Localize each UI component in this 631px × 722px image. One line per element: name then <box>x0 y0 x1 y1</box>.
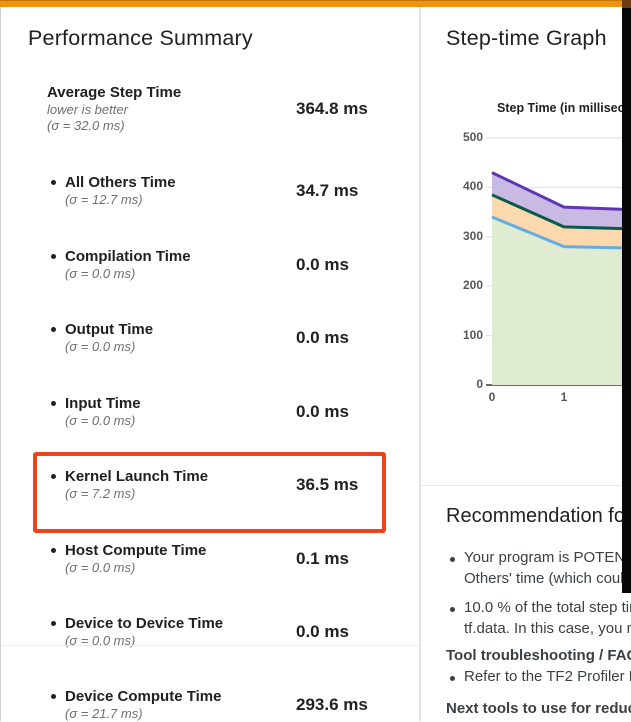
metric-row-kernel-launch: Kernel Launch Time (σ = 7.2 ms) <box>51 468 208 502</box>
y-axis-tick-label: 400 <box>462 179 483 194</box>
metric-value: 0.0 ms <box>296 622 349 641</box>
bullet-icon <box>51 621 56 626</box>
metric-label: All Others Time <box>65 174 176 191</box>
metric-label: Device Compute Time <box>65 688 222 705</box>
series-line-lower-band <box>491 215 631 250</box>
bullet-icon <box>51 401 56 406</box>
metric-label: Compilation Time <box>65 248 191 265</box>
metric-row-all-others: All Others Time (σ = 12.7 ms) <box>51 174 176 208</box>
metric-value: 0.0 ms <box>296 255 349 274</box>
step-time-graph-title: Step-time Graph <box>446 26 607 50</box>
metric-label: Kernel Launch Time <box>65 468 209 485</box>
metric-row-device-to-device: Device to Device Time (σ = 0.0 ms) <box>51 615 223 649</box>
metric-label: Device to Device Time <box>65 615 224 632</box>
performance-summary-title: Performance Summary <box>28 26 253 50</box>
step-time-chart[interactable] <box>486 137 631 386</box>
y-axis-tick-label: 200 <box>462 278 483 293</box>
metric-value: 0.0 ms <box>296 328 349 347</box>
area-band-upper-band-total <box>492 172 631 229</box>
area-band-lower-band <box>492 217 631 385</box>
bullet-icon <box>51 327 56 332</box>
y-axis-tick-label: 0 <box>476 377 483 391</box>
next-tools-heading: Next tools to use for reducing the input… <box>446 700 631 717</box>
bullet-icon <box>450 676 455 681</box>
bullet-icon <box>51 254 56 259</box>
bullet-icon <box>51 474 56 479</box>
column-divider <box>419 7 421 721</box>
metric-label: Average Step Time <box>47 84 182 101</box>
average-step-time-block: Average Step Time lower is better (σ = 3… <box>47 84 181 134</box>
y-axis-labels: 0 100 200 300 400 500 <box>441 0 483 721</box>
metric-sigma: (σ = 0.0 ms) <box>65 339 136 354</box>
right-card-divider <box>421 485 631 486</box>
top-accent-bar-cap <box>622 0 631 8</box>
metric-sigma: (σ = 0.0 ms) <box>65 633 136 648</box>
left-edge-border <box>0 7 1 721</box>
recommendation-bullet-line: Your program is POTENTIALLY input-bound … <box>464 549 631 566</box>
metric-sigma: (σ = 0.0 ms) <box>65 413 136 428</box>
bullet-icon <box>51 694 56 699</box>
x-axis-tick-label: 1 <box>560 390 568 404</box>
metric-value: 0.1 ms <box>296 549 349 568</box>
metric-sigma: (σ = 0.0 ms) <box>65 560 136 575</box>
metric-row-host-compute: Host Compute Time (σ = 0.0 ms) <box>51 542 206 576</box>
recommendation-bullet-line: Others' time (which could be due to I/O … <box>464 570 631 587</box>
recommendations-title: Recommendation for Next Step <box>446 505 631 527</box>
metric-label: Host Compute Time <box>65 542 207 559</box>
series-line-upper-band-total <box>491 171 631 212</box>
series-line-middle-band <box>491 193 631 231</box>
metric-value: 0.0 ms <box>296 402 349 421</box>
metric-note: lower is better <box>47 102 128 117</box>
metric-sigma: (σ = 21.7 ms) <box>65 706 143 721</box>
y-axis-tick-label: 100 <box>462 327 483 342</box>
metric-sigma: (σ = 7.2 ms) <box>65 486 136 501</box>
area-band-middle-band <box>492 194 631 249</box>
recommendation-bullet-line: tf.data. In this case, you may try to se… <box>464 620 631 637</box>
metric-label: Output Time <box>65 321 154 338</box>
step-time-plot <box>486 137 631 386</box>
metric-value: 34.7 ms <box>296 181 359 200</box>
metric-sigma: (σ = 32.0 ms) <box>47 118 125 133</box>
chart-title: Step Time (in milliseconds) <box>497 101 631 115</box>
x-axis-tick-label: 0 <box>488 390 496 404</box>
metric-row-device-compute: Device Compute Time (σ = 21.7 ms) <box>51 688 221 722</box>
metric-value: 293.6 ms <box>296 695 368 714</box>
y-axis-tick-label: 500 <box>462 130 483 144</box>
metric-row-input: Input Time (σ = 0.0 ms) <box>51 395 141 429</box>
faq-bullet-line[interactable]: Refer to the TF2 Profiler FAQ <box>464 668 631 685</box>
left-card-divider <box>0 645 419 646</box>
bullet-icon <box>51 180 56 185</box>
metric-sigma: (σ = 0.0 ms) <box>65 266 136 281</box>
top-accent-bar <box>0 0 622 7</box>
bullet-icon <box>450 557 455 562</box>
metric-label: Input Time <box>65 395 141 412</box>
metric-row-output: Output Time (σ = 0.0 ms) <box>51 321 153 355</box>
metric-row-compilation: Compilation Time (σ = 0.0 ms) <box>51 248 191 282</box>
metric-value: 364.8 ms <box>296 99 368 118</box>
faq-section-heading: Tool troubleshooting / FAQ: <box>446 647 631 664</box>
bullet-icon <box>450 607 455 612</box>
highlight-annotation-box <box>33 452 386 533</box>
bullet-icon <box>51 548 56 553</box>
y-axis-tick-label: 300 <box>462 228 483 243</box>
recommendation-bullet-line: 10.0 % of the total step time sampled is… <box>464 599 631 616</box>
metric-sigma: (σ = 12.7 ms) <box>65 192 143 207</box>
metric-value: 36.5 ms <box>296 475 359 494</box>
right-edge-strip <box>622 8 631 593</box>
